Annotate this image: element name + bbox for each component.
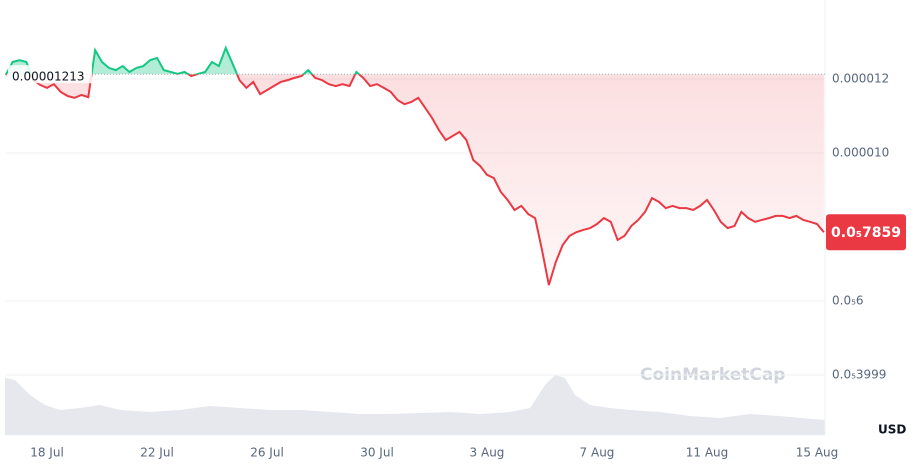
x-tick-label: 26 Jul [250, 446, 284, 460]
area-up [5, 47, 824, 75]
x-tick-label: 7 Aug [580, 446, 615, 460]
last-price-label: 0.0₅7859 [831, 225, 901, 241]
x-tick-label: 18 Jul [30, 446, 64, 460]
x-tick-label: 30 Jul [360, 446, 394, 460]
x-tick-label: 11 Aug [686, 446, 729, 460]
price-line-down [4, 74, 825, 286]
y-tick-label: 0.000012 [832, 72, 889, 86]
x-tick-label: 22 Jul [140, 446, 174, 460]
y-tick-label: 0.000010 [832, 146, 889, 160]
baseline-label-bg [8, 65, 92, 84]
baseline-label: 0.00001213 [12, 70, 85, 84]
y-tick-label: 0.0₅3999 [832, 368, 886, 382]
last-price-tag [826, 214, 906, 251]
area-down [5, 74, 824, 286]
price-line-up [5, 45, 361, 75]
x-tick-label: 3 Aug [470, 446, 505, 460]
volume-area [5, 375, 825, 435]
currency-label: USD [878, 423, 906, 437]
y-tick-label: 0.0₅6 [832, 294, 864, 308]
x-tick-label: 15 Aug [796, 446, 839, 460]
